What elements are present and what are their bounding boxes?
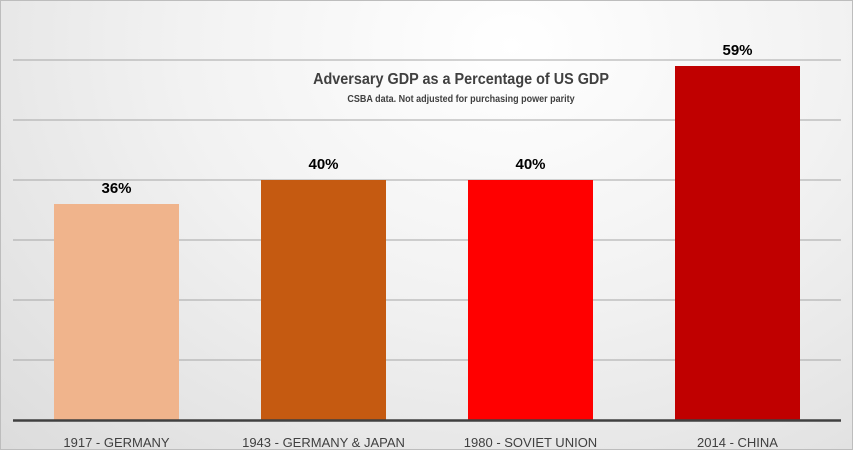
x-tick-label: 1943 - GERMANY & JAPAN (242, 435, 405, 449)
bar (54, 204, 179, 420)
chart-subtitle: CSBA data. Not adjusted for purchasing p… (347, 94, 575, 105)
x-tick-label: 1917 - GERMANY (63, 435, 170, 449)
data-label: 40% (308, 156, 338, 173)
data-label: 36% (101, 180, 131, 197)
data-label: 40% (515, 156, 545, 173)
x-tick-label: 2014 - CHINA (697, 435, 778, 449)
bar (468, 180, 593, 420)
x-tick-label: 1980 - SOVIET UNION (464, 435, 597, 449)
chart-title: Adversary GDP as a Percentage of US GDP (313, 71, 609, 88)
data-label: 59% (722, 42, 752, 59)
bar (261, 180, 386, 420)
bar (675, 66, 800, 420)
